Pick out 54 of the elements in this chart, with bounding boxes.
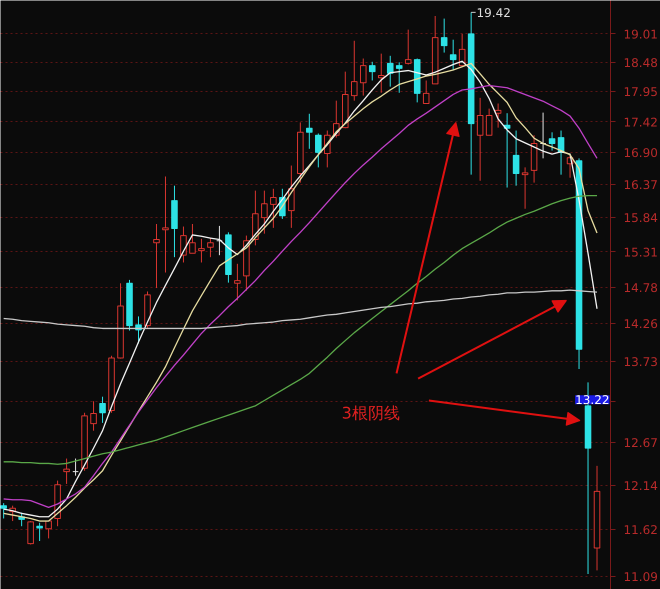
candlestick — [350, 40, 358, 102]
candlestick — [153, 223, 160, 289]
candlestick — [99, 396, 106, 424]
annotation: 13.22 — [575, 393, 610, 408]
candlestick — [90, 400, 97, 432]
candlestick — [306, 113, 313, 150]
candlestick — [386, 55, 394, 88]
candlestick — [548, 132, 556, 152]
candlestick — [360, 58, 367, 96]
candlestick — [522, 166, 528, 210]
y-tick-label: 15.84 — [624, 211, 658, 226]
line-series — [2, 289, 598, 330]
candlestick — [486, 108, 492, 136]
candlestick — [422, 80, 430, 104]
candlestick — [45, 520, 52, 539]
candlestick — [396, 62, 403, 94]
y-tick-label: 14.78 — [624, 280, 658, 295]
candlestick — [189, 223, 196, 254]
candlestick — [476, 97, 484, 182]
y-tick-label: 16.37 — [624, 178, 658, 192]
candlestick — [36, 522, 43, 542]
y-tick-label: 16.90 — [624, 146, 658, 160]
candlestick — [63, 458, 70, 484]
candlestick — [404, 29, 412, 66]
candlestick — [368, 61, 376, 81]
candlestick — [207, 237, 214, 258]
candlestick — [315, 132, 322, 168]
y-tick-label: 13.73 — [624, 355, 658, 370]
candlestick — [540, 112, 546, 159]
y-tick-label: 19.01 — [624, 27, 658, 42]
candlestick — [27, 520, 34, 546]
candlestick — [261, 190, 268, 234]
candlestick — [512, 130, 520, 186]
candlestick — [270, 188, 277, 228]
candlestick — [216, 225, 223, 256]
y-tick-label: 12.67 — [624, 436, 658, 450]
y-tick-label: 14.26 — [624, 316, 658, 331]
y-tick-label: 12.14 — [624, 479, 658, 494]
candlestick — [450, 39, 456, 72]
y-tick-label: 15.31 — [624, 245, 658, 260]
candlestick — [440, 18, 448, 54]
candlestick — [234, 263, 241, 301]
y-tick-label: 11.62 — [624, 523, 658, 538]
y-tick-label: 11.09 — [624, 570, 658, 584]
candlestick — [0, 502, 7, 519]
candlestick — [198, 238, 205, 263]
annotation: 19.42 — [476, 6, 511, 20]
y-tick-label: 18.48 — [624, 56, 658, 70]
candlestick — [72, 458, 79, 476]
annotation: 3根阴线 — [342, 403, 400, 422]
candlestick — [378, 53, 385, 94]
y-tick-label: 17.42 — [624, 115, 658, 130]
y-tick-label: 17.95 — [624, 85, 658, 100]
candlestick — [162, 176, 169, 273]
